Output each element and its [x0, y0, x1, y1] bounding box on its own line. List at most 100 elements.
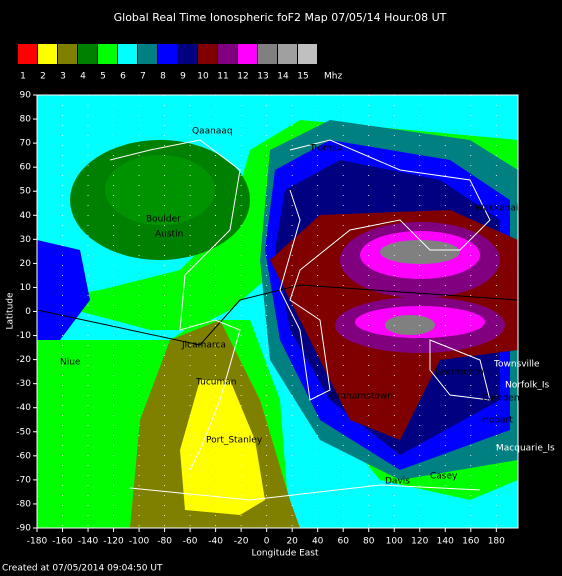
legend-label: 10: [197, 72, 209, 82]
x-tick-label: 180: [488, 537, 505, 547]
station-label: Wakkanai: [475, 204, 518, 214]
station-label: Davis: [385, 477, 410, 487]
station-label: Boulder: [146, 215, 181, 225]
station-label: Camden: [482, 394, 520, 404]
axes: -180 -160 -140 -120 -100 -80 -60 -40 -20 0 20 40 60 8…: [16, 91, 505, 547]
station-label: Learmonth: [435, 368, 484, 378]
y-tick-label: 50: [20, 187, 32, 197]
y-tick-label: -30: [16, 379, 31, 389]
legend-swatch: [158, 44, 177, 64]
y-tick-label: -10: [16, 331, 31, 341]
legend-label: 2: [40, 72, 46, 82]
legend-swatch: [58, 44, 77, 64]
contour: [105, 155, 215, 225]
legend-label: 14: [277, 72, 289, 82]
legend-swatch: [98, 44, 117, 64]
legend-label: 8: [160, 72, 166, 82]
y-tick-label: -80: [16, 499, 31, 509]
x-tick-label: 20: [286, 537, 298, 547]
x-axis-label: Longitude East: [251, 549, 319, 559]
legend-unit: Mhz: [324, 72, 342, 82]
magnetic-equator: [36, 284, 519, 346]
x-tick-label: -120: [103, 537, 124, 547]
stations: Qaanaaq Tromso Boulder Austin Wakkanai J…: [60, 127, 555, 487]
x-tick-label: 160: [462, 537, 479, 547]
contour: [37, 240, 90, 340]
y-axis-label: Latitude: [6, 292, 16, 330]
legend: 1 2 3 4 5 6 7 8 9 10 11 12 13 14 15 Mhz: [18, 44, 342, 82]
legend-label: 6: [120, 72, 126, 82]
station-label: Norfolk_Is: [505, 381, 549, 391]
legend-swatch: [238, 44, 257, 64]
x-tick-label: 120: [411, 537, 428, 547]
legend-swatch: [138, 44, 157, 64]
legend-swatch: [218, 44, 237, 64]
x-tick-label: 40: [312, 537, 324, 547]
legend-swatch: [278, 44, 297, 64]
contour: [385, 315, 435, 335]
y-tick-label: 10: [20, 283, 32, 293]
station-label: Tromso: [309, 144, 343, 154]
x-tick-label: 60: [337, 537, 349, 547]
x-tick-label: -20: [234, 537, 249, 547]
legend-label: 5: [100, 72, 106, 82]
legend-swatch: [298, 44, 317, 64]
y-tick-label: -50: [16, 427, 31, 437]
x-tick-label: 140: [437, 537, 454, 547]
station-label: Niue: [60, 358, 81, 368]
legend-label: 13: [257, 72, 268, 82]
x-tick-label: 0: [264, 537, 270, 547]
x-tick-label: -140: [78, 537, 99, 547]
x-tick-label: -160: [52, 537, 73, 547]
legend-label: 1: [20, 72, 26, 82]
legend-swatch: [258, 44, 277, 64]
y-tick-label: 60: [20, 163, 32, 173]
legend-swatch: [78, 44, 97, 64]
legend-swatch: [118, 44, 137, 64]
y-tick-label: 90: [20, 91, 32, 101]
contour: [380, 240, 460, 264]
legend-label: 3: [60, 72, 66, 82]
legend-label: 11: [217, 72, 228, 82]
x-tick-label: -60: [183, 537, 198, 547]
x-tick-label: -180: [27, 537, 48, 547]
y-tick-label: 70: [20, 139, 32, 149]
station-label: Tucuman: [195, 378, 236, 388]
station-label: Qaanaaq: [192, 127, 233, 137]
footer: Created at 07/05/2014 09:04:50 UT: [2, 564, 163, 574]
legend-swatch: [198, 44, 217, 64]
y-tick-label: 20: [20, 259, 32, 269]
y-tick-label: 0: [25, 307, 31, 317]
y-tick-label: -90: [16, 524, 31, 534]
x-tick-label: 100: [386, 537, 403, 547]
x-tick-label: -80: [157, 537, 172, 547]
legend-label: 12: [237, 72, 248, 82]
legend-swatch: [18, 44, 37, 64]
legend-label: 15: [297, 72, 308, 82]
x-tick-label: -100: [129, 537, 150, 547]
station-label: Port_Stanley: [206, 436, 263, 446]
legend-label: 9: [180, 72, 186, 82]
y-tick-label: 30: [20, 235, 32, 245]
station-label: Grahamstown: [330, 392, 393, 402]
coastline: [109, 139, 491, 501]
station-label: Macquarie_Is: [496, 444, 555, 454]
station-label: Casey: [430, 472, 458, 482]
y-tick-label: -20: [16, 355, 31, 365]
station-label: Hobart: [482, 416, 513, 426]
legend-swatch: [38, 44, 57, 64]
contour: [180, 380, 265, 515]
station-label: Townsville: [493, 360, 540, 370]
y-tick-label: -70: [16, 475, 31, 485]
title: Global Real Time Ionospheric foF2 Map 07…: [114, 11, 447, 24]
legend-label: 7: [140, 72, 146, 82]
station-label: Austin: [155, 230, 183, 240]
contour-map: [36, 95, 519, 528]
station-label: Jicamarca: [181, 341, 226, 351]
x-tick-label: 80: [363, 537, 375, 547]
y-tick-label: -40: [16, 403, 31, 413]
legend-swatch: [178, 44, 197, 64]
y-tick-label: -60: [16, 451, 31, 461]
y-tick-label: 40: [20, 211, 32, 221]
